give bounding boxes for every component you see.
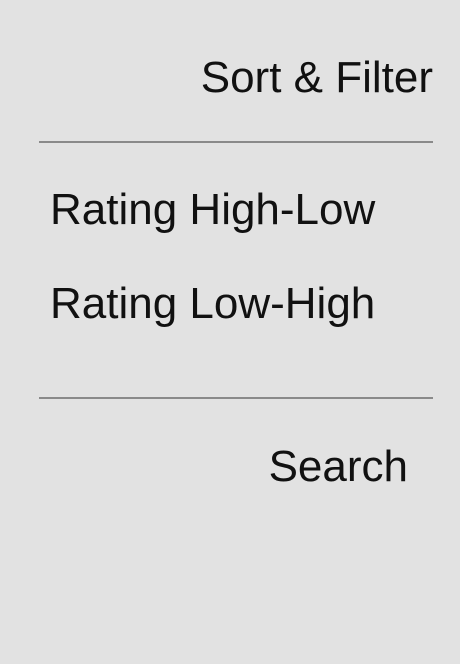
sort-rating-low-high[interactable]: Rating Low-High: [50, 279, 376, 328]
top-divider: [39, 141, 433, 143]
sort-rating-high-low[interactable]: Rating High-Low: [50, 185, 376, 234]
bottom-divider: [39, 397, 433, 399]
search-option[interactable]: Search: [268, 442, 408, 491]
panel-title: Sort & Filter: [200, 53, 433, 102]
